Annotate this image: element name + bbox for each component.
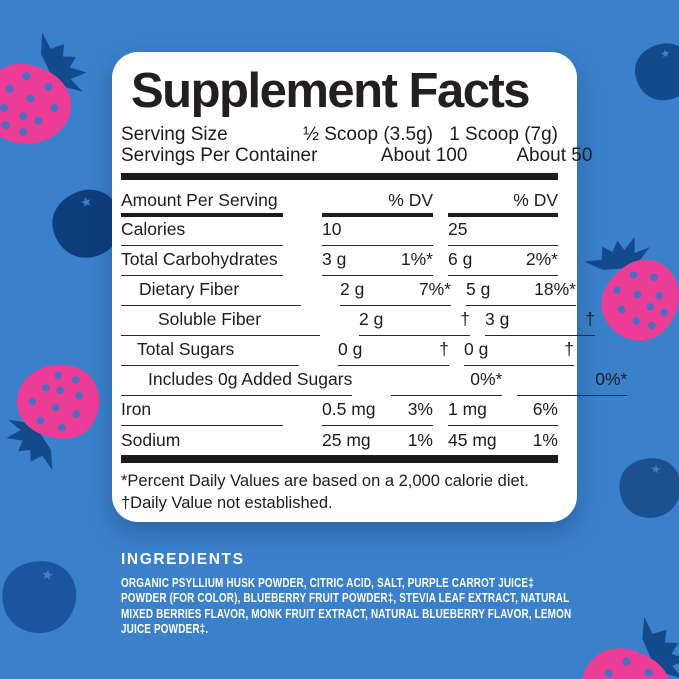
dv-col1: † [460,309,470,330]
strawberry-icon [0,16,111,175]
amount-col2: 1 mg [448,399,487,420]
ingredients-heading: INGREDIENTS [121,551,679,569]
strawberry-icon [0,336,126,484]
strawberry-icon [566,219,679,365]
footnote-dagger: †Daily Value not established. [121,492,558,514]
supplement-facts-card: Supplement Facts Serving Size ½ Scoop (3… [112,52,577,522]
amount-per-serving-label: Amount Per Serving [121,187,283,217]
serving-size-row: Serving Size ½ Scoop (3.5g) 1 Scoop (7g) [121,124,558,145]
table-header-row: Amount Per Serving % DV % DV [121,189,558,215]
table-row: Includes 0g Added Sugars 0%* 0%* [121,365,558,395]
row-label: Dietary Fiber [121,275,301,306]
serving-size-half-scoop: ½ Scoop (3.5g) [283,124,433,145]
amount-col2: 45 mg [448,430,497,451]
table-row: Iron 0.5 mg 3% 1 mg 6% [121,395,558,425]
dv-col2: 18%* [534,279,576,300]
amount-col1: 10 [322,219,341,240]
dv-header-col2: % DV [448,187,558,217]
serving-size-one-scoop: 1 Scoop (7g) [448,124,558,145]
dv-col1: 0%* [470,369,502,390]
table-row: Total Carbohydrates 3 g 1%* 6 g 2%* [121,245,558,275]
dv-col2: 2%* [526,249,558,270]
dv-col1: 3% [408,399,433,420]
amount-col1: 3 g [322,249,346,270]
ingredients-text: ORGANIC PSYLLIUM HUSK POWDER, CITRIC ACI… [121,576,582,637]
table-row: Sodium 25 mg 1% 45 mg 1% [121,425,558,455]
table-row: Calories 10 25 [121,215,558,245]
servings-per-container-label: Servings Per Container [121,145,317,166]
servings-count-col2: About 50 [482,145,592,166]
row-label: Calories [121,215,283,246]
table-row: Soluble Fiber 2 g† 3 g† [121,305,558,335]
table-row: Total Sugars 0 g† 0 g† [121,335,558,365]
ingredients-section: INGREDIENTS ORGANIC PSYLLIUM HUSK POWDER… [121,551,679,637]
serving-size-label: Serving Size [121,124,283,145]
table-row: Dietary Fiber 2 g7%* 5 g18%* [121,275,558,305]
amount-col2: 0 g [464,339,488,360]
amount-col1: 0 g [338,339,362,360]
amount-col1: 2 g [359,309,383,330]
footnote-percent-dv: *Percent Daily Values are based on a 2,0… [121,470,558,492]
amount-col2: 5 g [466,279,490,300]
footnotes: *Percent Daily Values are based on a 2,0… [121,470,558,514]
dv-col2: † [564,339,574,360]
divider-bar-bottom [121,455,558,463]
amount-col1: 0.5 mg [322,399,376,420]
row-label: Iron [121,395,283,426]
dv-col2: 0%* [595,369,627,390]
amount-col2: 25 [448,219,467,240]
blueberry-icon [0,545,87,649]
dv-col2: 1% [533,430,558,451]
blueberry-icon [625,35,679,108]
supplement-label-panel: Supplement Facts Serving Size ½ Scoop (3… [0,0,679,679]
blueberry-icon [612,451,679,525]
servings-count-col1: About 100 [317,145,467,166]
dv-col1: 1% [408,430,433,451]
dv-col1: 7%* [419,279,451,300]
supplement-facts-title: Supplement Facts [131,63,558,119]
divider-bar-top [121,173,558,180]
dv-header-col1: % DV [322,187,433,217]
row-label: Total Sugars [121,335,299,366]
row-label: Total Carbohydrates [121,245,283,276]
amount-col1: 2 g [340,279,364,300]
amount-col2: 6 g [448,249,472,270]
servings-per-container-row: Servings Per Container About 100 About 5… [121,145,558,166]
amount-col1: 25 mg [322,430,371,451]
dv-col2: 6% [533,399,558,420]
dv-col2: † [585,309,595,330]
amount-col2: 3 g [485,309,509,330]
row-label: Includes 0g Added Sugars [121,365,352,396]
dv-col1: † [439,339,449,360]
dv-col1: 1%* [401,249,433,270]
row-label: Soluble Fiber [121,305,320,336]
row-label: Sodium [121,425,283,455]
